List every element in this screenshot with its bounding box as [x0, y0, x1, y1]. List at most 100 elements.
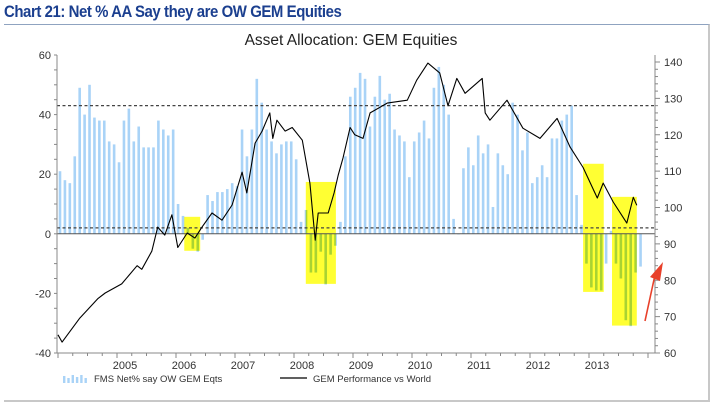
bar [427, 138, 431, 234]
bar [417, 132, 421, 234]
x-tick-label: 2011 [467, 360, 491, 372]
bar [102, 120, 106, 234]
bar [358, 72, 362, 234]
bar [540, 165, 544, 234]
x-tick-label: 2010 [408, 360, 432, 372]
bar [550, 138, 554, 234]
bar [166, 135, 170, 234]
bar [201, 233, 204, 240]
bar [521, 150, 524, 234]
bar [132, 141, 136, 234]
bar [486, 144, 490, 234]
bar [471, 165, 475, 234]
bar [476, 135, 480, 234]
left-tick-label: -20 [35, 288, 51, 300]
bar [250, 129, 254, 234]
bar [408, 177, 411, 234]
right-tick-label: 130 [664, 93, 682, 105]
bar [147, 147, 150, 234]
bar [289, 141, 293, 234]
bar [309, 233, 313, 273]
left-tick-label: 0 [45, 229, 51, 241]
bar [270, 141, 273, 234]
legend-bar-swatch-icon [71, 375, 74, 383]
bar [585, 233, 588, 264]
bar [639, 233, 642, 267]
bar [462, 168, 465, 234]
bar [599, 233, 603, 291]
bar [447, 114, 450, 234]
legend-bar-swatch-icon [84, 378, 87, 383]
bar [526, 132, 529, 234]
bar [545, 177, 549, 234]
bar [171, 129, 175, 234]
bar [63, 180, 67, 234]
bar [388, 93, 391, 234]
x-tick-label: 2009 [349, 360, 373, 372]
bar [594, 233, 598, 291]
bar [481, 153, 485, 234]
bar [422, 120, 426, 234]
x-tick-label: 2012 [526, 360, 550, 372]
bar [206, 195, 209, 234]
bar [245, 156, 249, 234]
legend-bar-swatch-icon [63, 376, 66, 383]
bar [511, 102, 514, 234]
x-tick-label: 2005 [113, 360, 137, 372]
bar [107, 141, 111, 234]
bar [142, 147, 145, 234]
legend-bar-swatch-icon [75, 377, 79, 383]
right-tick-label: 140 [664, 57, 682, 69]
right-tick-label: 60 [664, 348, 676, 360]
bar [614, 233, 618, 264]
bar [260, 102, 264, 234]
bar [437, 66, 441, 234]
left-tick-label: 60 [39, 50, 51, 62]
chart-heading: Chart 21: Net % AA Say they are OW GEM E… [4, 2, 342, 21]
x-tick-label: 2006 [172, 360, 196, 372]
bar [452, 218, 455, 234]
bar [112, 144, 116, 234]
bar [127, 108, 131, 234]
bar [137, 126, 141, 234]
performance-line [57, 62, 638, 343]
bar [629, 233, 633, 327]
right-tick-label: 100 [664, 203, 682, 215]
bar [240, 129, 244, 234]
bar [531, 183, 534, 234]
bar [117, 162, 121, 234]
bar [181, 215, 185, 234]
bar [196, 233, 200, 252]
bar [304, 209, 308, 234]
right-tick-label: 110 [664, 166, 682, 178]
bar [186, 227, 190, 234]
bar [280, 144, 283, 234]
legend-label-line: GEM Performance vs World [313, 374, 431, 385]
bar [624, 233, 628, 321]
bar [162, 129, 165, 234]
bar [88, 84, 91, 234]
bar [353, 87, 357, 234]
bar [344, 156, 347, 234]
bar [604, 233, 608, 264]
bar [319, 233, 323, 252]
bar [73, 156, 77, 234]
bar [285, 141, 288, 234]
bar [560, 120, 564, 234]
bar [83, 114, 86, 234]
bar [235, 186, 239, 234]
bar [363, 78, 367, 234]
bar [432, 87, 436, 234]
bar [501, 165, 505, 234]
bar [68, 183, 72, 234]
bar [565, 114, 569, 234]
bar [157, 120, 160, 234]
bar [619, 233, 623, 279]
bar [191, 233, 195, 249]
left-tick-label: 20 [39, 169, 51, 181]
bar [211, 201, 214, 234]
right-tick-label: 80 [664, 275, 676, 287]
bar [516, 114, 519, 234]
bar [412, 141, 416, 234]
bar [329, 233, 332, 255]
